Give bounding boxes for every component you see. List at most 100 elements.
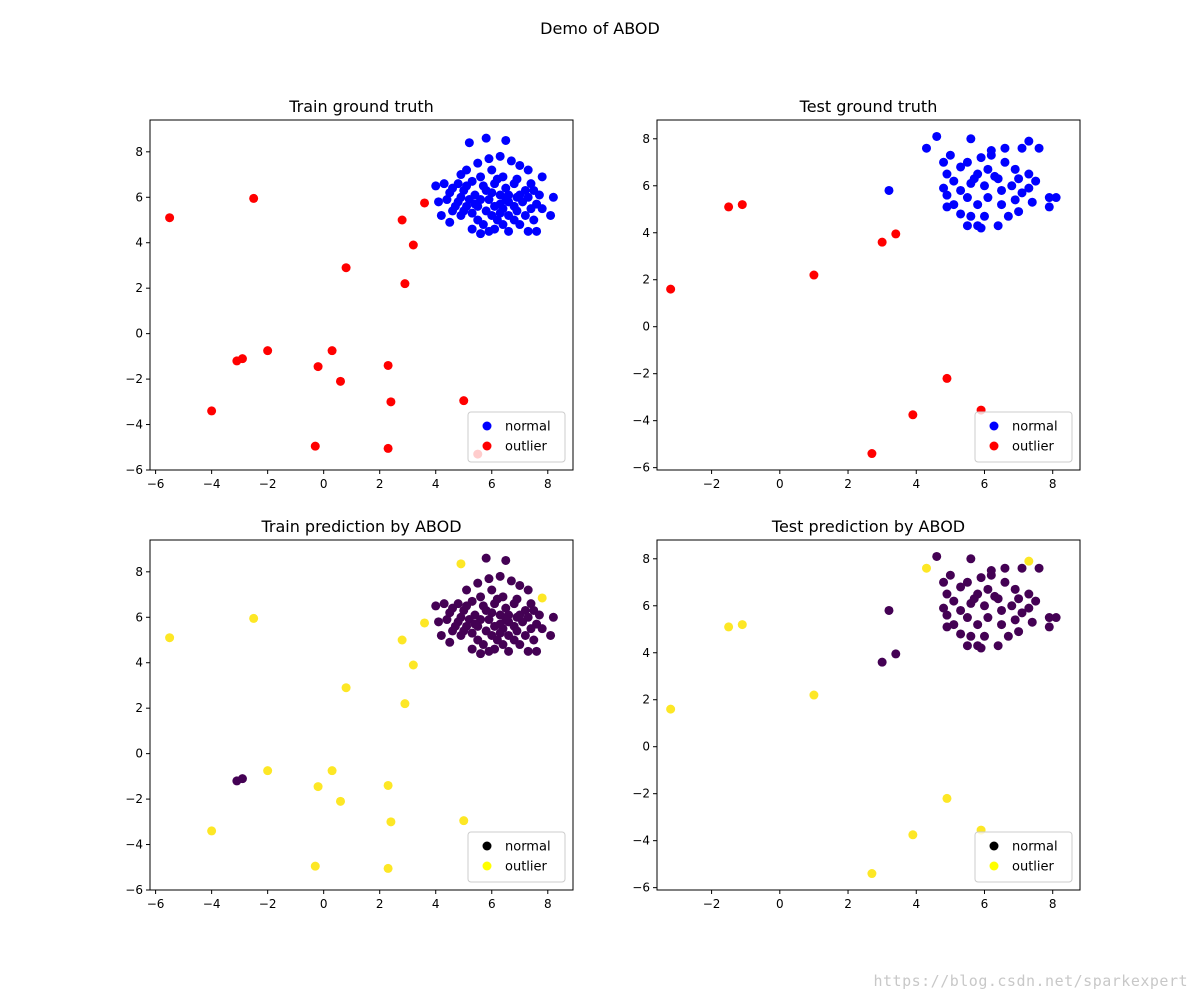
- point-normal-28: [939, 183, 949, 193]
- axes-frame: [656, 539, 1081, 891]
- point-normal-26: [939, 603, 949, 613]
- point-normal-55: [891, 649, 901, 659]
- point-outlier-17: [310, 441, 320, 451]
- point-normal-2: [1024, 136, 1034, 146]
- point-normal-41: [942, 622, 952, 632]
- subplot-3: Train prediction by ABOD −6 −4 −2 0 2 4 6 8 −6 −4 −…: [125, 517, 574, 911]
- point-normal-80: [439, 179, 449, 189]
- point-normal-89: [495, 199, 505, 209]
- legend-label-outlier: outlier: [505, 440, 548, 455]
- point-normal-20: [1031, 596, 1041, 606]
- point-normal-74: [532, 646, 542, 656]
- point-normal-52: [993, 221, 1003, 231]
- point-normal-87: [515, 190, 525, 200]
- point-normal-66: [445, 637, 455, 647]
- subplot-title: Test prediction by ABOD: [771, 517, 965, 536]
- x-tick-label: 8: [544, 897, 552, 911]
- y-tick-label: −4: [125, 418, 143, 432]
- legend-box: [467, 411, 566, 463]
- point-normal-19: [526, 179, 536, 189]
- point-normal-29: [956, 185, 966, 195]
- point-normal-72: [504, 646, 514, 656]
- subplot-2: Test ground truth −2 0 2 4 6 8 −6 −4 −2 0 2 4 6 8 norma…: [632, 97, 1081, 491]
- point-normal-46: [1014, 627, 1024, 637]
- y-tick-label: 0: [135, 747, 143, 761]
- subplot-title: Train ground truth: [288, 97, 434, 116]
- point-normal-32: [442, 615, 452, 625]
- x-tick-label: 8: [544, 477, 552, 491]
- point-outlier-2: [724, 622, 734, 632]
- point-normal-56: [512, 206, 522, 216]
- y-tick-label: 0: [642, 740, 650, 754]
- axes-frame: [149, 539, 574, 891]
- point-normal-9: [939, 577, 949, 587]
- point-normal-20: [431, 181, 441, 191]
- point-normal-7: [515, 160, 525, 170]
- point-normal-30: [1044, 613, 1054, 623]
- point-outlier-4: [809, 690, 819, 700]
- point-normal-19: [1014, 594, 1024, 604]
- point-normal-78: [492, 594, 502, 604]
- point-outlier-5: [341, 263, 351, 273]
- x-tick-label: 0: [320, 477, 328, 491]
- point-normal-44: [979, 631, 989, 641]
- point-normal-30: [997, 185, 1007, 195]
- x-tick-label: −4: [203, 477, 221, 491]
- point-normal-27: [445, 188, 455, 198]
- point-normal-46: [979, 211, 989, 221]
- x-tick-label: 2: [376, 477, 384, 491]
- point-normal-63: [520, 210, 530, 220]
- point-normal-64: [546, 210, 556, 220]
- point-normal-34: [534, 190, 544, 200]
- x-tick-label: 4: [432, 477, 440, 491]
- points-group: [666, 551, 1061, 879]
- point-normal-40: [548, 612, 558, 622]
- point-normal-12: [456, 170, 466, 180]
- x-tick-label: −4: [203, 897, 221, 911]
- point-normal-53: [969, 594, 979, 604]
- point-normal-52: [448, 206, 458, 216]
- point-outlier-12: [335, 376, 345, 386]
- legend-label-outlier: outlier: [1012, 860, 1055, 875]
- point-outlier-8: [400, 699, 410, 709]
- point-normal-68: [498, 640, 508, 650]
- point-normal-61: [546, 630, 556, 640]
- legend-label-normal: normal: [1012, 840, 1058, 855]
- legend-label-normal: normal: [505, 840, 551, 855]
- point-outlier-10: [327, 346, 337, 356]
- y-tick-label: −6: [125, 463, 143, 477]
- point-normal-8: [945, 150, 955, 160]
- point-outlier-3: [249, 613, 259, 623]
- point-normal-1: [966, 554, 976, 564]
- points-group: [165, 133, 558, 459]
- x-tick-label: 2: [844, 477, 852, 491]
- point-outlier-15: [386, 397, 396, 407]
- point-normal-0: [464, 138, 474, 148]
- point-normal-83: [462, 601, 472, 611]
- point-normal-84: [515, 610, 525, 620]
- point-normal-52: [495, 628, 505, 638]
- y-tick-label: 4: [642, 226, 650, 240]
- x-tick-label: 2: [844, 897, 852, 911]
- point-normal-38: [973, 620, 983, 630]
- legend: normal outlier: [467, 831, 566, 883]
- point-normal-4: [1034, 563, 1044, 573]
- y-tick-label: 2: [135, 281, 143, 295]
- y-tick-label: −6: [632, 461, 650, 475]
- point-normal-2: [1000, 563, 1010, 573]
- point-outlier-16: [459, 396, 469, 406]
- point-normal-12: [956, 582, 966, 592]
- point-normal-2: [484, 574, 494, 584]
- point-normal-9: [523, 585, 533, 595]
- y-tick-label: 6: [642, 599, 650, 613]
- point-normal-23: [979, 601, 989, 611]
- legend-box: [974, 411, 1073, 463]
- point-outlier-3: [737, 620, 747, 630]
- point-outlier-4: [809, 270, 819, 280]
- point-normal-7: [462, 585, 472, 595]
- point-normal-41: [997, 200, 1007, 210]
- point-outlier-6: [408, 660, 418, 670]
- y-tick-label: −2: [632, 787, 650, 801]
- point-normal-18: [942, 169, 952, 179]
- point-normal-56: [456, 630, 466, 640]
